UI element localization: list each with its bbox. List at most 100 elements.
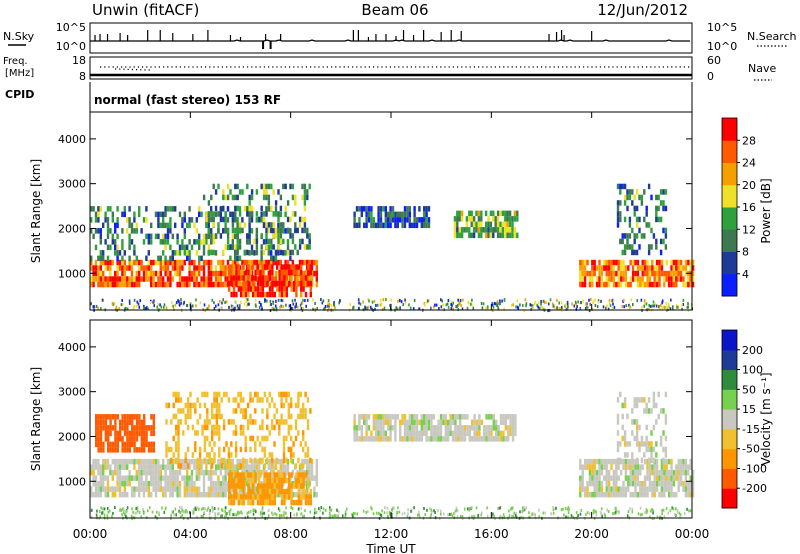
scatter-cell (114, 464, 117, 470)
scatter-cell (261, 435, 264, 442)
near-range-speckle (570, 514, 573, 518)
scatter-cell (114, 469, 117, 476)
scatter-cell (193, 265, 196, 271)
scatter-cell (581, 464, 584, 470)
scatter-cell (181, 276, 184, 282)
scatter-cell (147, 464, 150, 470)
scatter-cell (104, 458, 107, 465)
scatter-cell (169, 217, 172, 223)
scatter-cell (106, 276, 110, 282)
scatter-cell (140, 425, 143, 431)
scatter-cell (641, 486, 644, 492)
scatter-cell (150, 441, 153, 448)
scatter-cell (164, 222, 167, 229)
near-range-speckle (503, 298, 506, 301)
scatter-cell (128, 419, 131, 426)
scatter-cell (237, 463, 240, 469)
scatter-cell (303, 205, 307, 212)
scatter-cell (617, 259, 620, 266)
scatter-cell (193, 239, 196, 245)
near-range-speckle (277, 507, 280, 511)
scatter-cell (471, 419, 474, 426)
scatter-cell (295, 264, 298, 270)
near-range-speckle (519, 510, 521, 514)
scatter-cell (208, 452, 211, 458)
near-range-speckle (261, 509, 264, 513)
scatter-cell (102, 464, 105, 470)
scatter-cell (509, 430, 512, 437)
scatter-cell (178, 480, 182, 487)
scatter-cell (140, 480, 143, 487)
scatter-cell (636, 259, 640, 266)
scatter-cell (118, 486, 122, 492)
scatter-cell (272, 244, 275, 250)
near-range-speckle (327, 302, 329, 305)
near-range-speckle (174, 303, 177, 307)
scatter-cell (198, 211, 201, 218)
scatter-cell (215, 391, 219, 398)
near-range-speckle (492, 512, 494, 516)
near-range-speckle (440, 512, 442, 516)
scatter-cell (157, 276, 160, 282)
power-colorbar-label: Power [dB] (759, 178, 773, 243)
colorbar-segment (722, 330, 737, 351)
near-range-speckle (383, 306, 386, 310)
scatter-cell (427, 222, 431, 229)
scatter-cell (290, 435, 293, 442)
scatter-cell (295, 483, 298, 489)
scatter-cell (372, 419, 375, 426)
scatter-cell (616, 397, 620, 403)
scatter-cell (638, 441, 641, 447)
scatter-cell (633, 194, 636, 201)
scatter-cell (210, 486, 213, 492)
scatter-cell (413, 436, 416, 442)
scatter-cell (268, 291, 272, 298)
scatter-cell (639, 281, 642, 288)
scatter-cell (219, 469, 222, 476)
near-range-speckle (147, 509, 149, 513)
scatter-cell (272, 255, 275, 262)
scatter-cell (111, 447, 115, 453)
scatter-cell (631, 464, 635, 470)
scatter-cell (244, 269, 248, 276)
scatter-cell (492, 232, 495, 239)
scatter-cell (135, 425, 139, 431)
scatter-cell (473, 419, 476, 426)
scatter-cell (190, 217, 194, 223)
scatter-cell (135, 276, 138, 282)
scatter-cell (118, 491, 122, 498)
scatter-cell (231, 217, 234, 223)
scatter-cell (425, 430, 428, 437)
scatter-cell (420, 425, 423, 431)
scatter-cell (178, 276, 182, 282)
scatter-cell (133, 228, 136, 234)
scatter-cell (427, 419, 431, 426)
scatter-cell (167, 402, 171, 409)
scatter-cell (631, 259, 635, 266)
near-range-speckle (426, 508, 428, 512)
scatter-cell (106, 281, 110, 288)
near-range-speckle (126, 506, 129, 510)
scatter-cell (159, 469, 162, 476)
near-range-speckle (575, 511, 578, 515)
scatter-cell (235, 483, 238, 489)
scatter-cell (133, 211, 136, 218)
scatter-cell (646, 259, 649, 266)
scatter-cell (262, 259, 266, 266)
scatter-cell (667, 480, 671, 487)
scatter-cell (225, 463, 228, 469)
scatter-cell (277, 244, 280, 250)
scatter-cell (593, 469, 596, 476)
scatter-cell (169, 255, 172, 262)
scatter-cell (138, 447, 141, 453)
scatter-cell (222, 270, 225, 277)
scatter-cell (203, 457, 207, 464)
scatter-cell (466, 430, 469, 437)
scatter-cell (447, 419, 450, 426)
scatter-cell (171, 206, 174, 212)
scatter-cell (234, 227, 237, 234)
scatter-cell (133, 436, 136, 442)
scatter-cell (645, 446, 648, 453)
scatter-cell (303, 194, 307, 201)
scatter-cell (623, 397, 627, 403)
